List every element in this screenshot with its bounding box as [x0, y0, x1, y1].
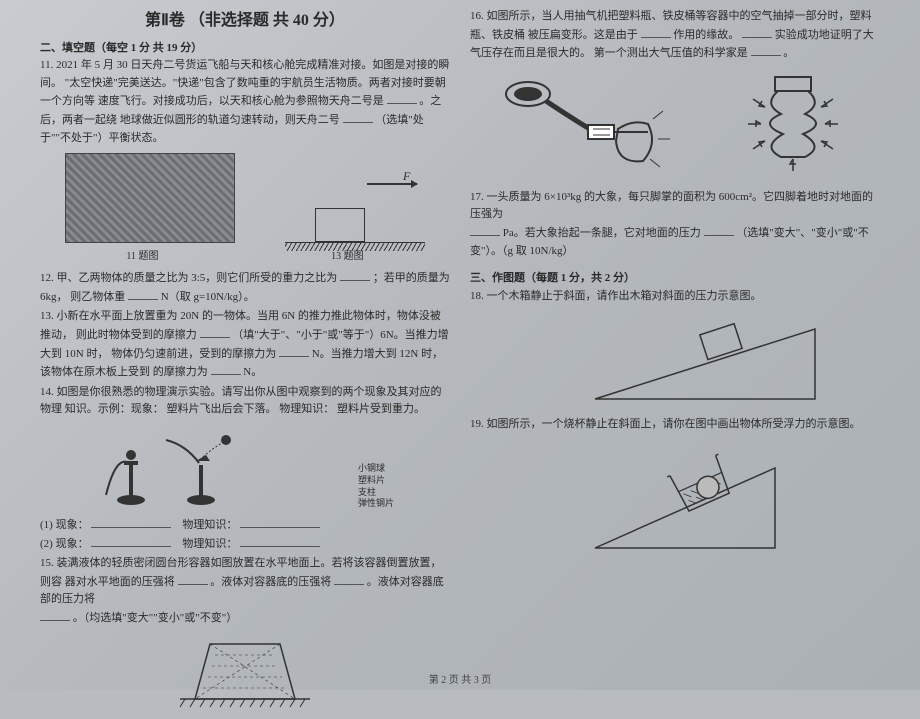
section-3-heading: 三、作图题（每题 1 分，共 2 分）	[470, 270, 880, 288]
spring-svg	[96, 425, 246, 510]
lbl-ball: 小钢球	[358, 463, 394, 475]
crushed-can-svg	[733, 69, 853, 179]
q17-blank-2	[704, 224, 734, 236]
q13-b: 则此时物体受到的摩擦力	[76, 329, 197, 341]
q12-d: N（取 g=10N/kg）。	[161, 291, 255, 303]
figure-14: 小钢球 塑料片 支柱 弹性钢片	[40, 425, 450, 510]
q12-a: 12. 甲、乙两物体的质量之比为 3:5，则它们所受的重力之比为	[40, 272, 337, 284]
q17-blank-1	[470, 224, 500, 236]
question-19: 19. 如图所示，一个烧杯静止在斜面上，请你在图中画出物体所受浮力的示意图。	[470, 416, 880, 434]
q16-b: 被压扁变形。这是由于	[528, 29, 638, 41]
figure-11	[65, 153, 235, 243]
q13-blank-2	[279, 345, 309, 357]
pump-bottle-svg	[498, 69, 678, 179]
paper-title: 第Ⅱ卷 （非选择题 共 40 分）	[40, 8, 450, 34]
q14-blank-4	[240, 535, 320, 547]
q16-blank-2	[742, 26, 772, 38]
exam-paper: 第Ⅱ卷 （非选择题 共 40 分） 二、填空题（每空 1 分 共 19 分） 1…	[0, 0, 920, 690]
q11-blank-1	[387, 92, 417, 104]
q14-2a: (2) 现象：	[40, 538, 89, 550]
question-12: 12. 甲、乙两物体的质量之比为 3:5，则它们所受的重力之比为 ；若甲的质量为…	[40, 269, 450, 306]
spacecraft-photo	[65, 153, 235, 243]
q14-1b: 物理知识：	[182, 519, 237, 531]
incline-box-svg	[575, 309, 835, 409]
spring-labels: 小钢球 塑料片 支柱 弹性钢片	[358, 463, 394, 510]
q13-blank-1	[200, 326, 230, 338]
block-force-diagram: F	[285, 163, 425, 243]
q15-blank-3	[40, 609, 70, 621]
question-17: 17. 一头质量为 6×10³kg 的大象，每只脚掌的面积为 600cm²。它四…	[470, 189, 880, 260]
q13-g: N。	[243, 366, 262, 378]
q15-e: 。（均选填"变大""变小"或"不变"）	[73, 612, 237, 624]
q14-2b: 物理知识：	[182, 538, 237, 550]
figure-19	[575, 438, 775, 533]
incline-beaker-svg	[575, 438, 815, 558]
caption-row-11-13: 11 题图 13 题图	[40, 249, 450, 265]
q17-a: 17. 一头质量为 6×10³kg 的大象，每只脚掌的面积为 600cm²。它四…	[470, 191, 873, 221]
caption-11: 11 题图	[126, 249, 158, 265]
question-16: 16. 如图所示，当人用抽气机把塑料瓶、铁皮桶等容器中的空气抽掉一部分时，塑料瓶…	[470, 8, 880, 63]
block-rect	[315, 208, 365, 242]
q15-blank-2	[334, 573, 364, 585]
q17-d: 10N/kg）	[530, 245, 574, 257]
caption-13: 13 题图	[331, 249, 364, 265]
q16-f: 。	[783, 47, 794, 59]
force-label: F	[403, 167, 410, 186]
page-footer: 第 2 页 共 3 页	[0, 671, 920, 686]
question-13: 13. 小新在水平面上放置重为 20N 的一物体。当用 6N 的推力推此物体时，…	[40, 308, 450, 381]
q11-blank-2	[343, 111, 373, 123]
q14-b: 知识。示例：现象： 塑料片飞出后会下落。 物理知识： 塑料片受到重力。	[65, 403, 425, 415]
q14-blank-3	[91, 535, 171, 547]
q12-blank-2	[128, 288, 158, 300]
q14-answers: (1) 现象： 物理知识： (2) 现象： 物理知识：	[40, 516, 450, 553]
q13-blank-3	[211, 363, 241, 375]
question-18: 18. 一个木箱静止于斜面，请作出木箱对斜面的压力示意图。	[470, 288, 880, 306]
q14-blank-2	[240, 516, 320, 528]
lbl-plastic: 塑料片	[358, 475, 394, 487]
q15-c: 。液体对容器底的压强将	[210, 576, 331, 588]
question-11: 11. 2021 年 5 月 30 日天舟二号货运飞船与天和核心舱完成精准对接。…	[40, 57, 450, 147]
ground-hatch	[285, 243, 425, 251]
q13-d: 物体仍匀速前进，受到的摩擦力为	[111, 348, 276, 360]
q12-c: 则乙物体重	[70, 291, 125, 303]
right-column: 16. 如图所示，当人用抽气机把塑料瓶、铁皮桶等容器中的空气抽掉一部分时，塑料瓶…	[460, 8, 890, 670]
figure-16-row	[470, 69, 880, 179]
q15-b: 器对水平地面的压强将	[65, 576, 175, 588]
figure-18	[575, 309, 775, 404]
q14-blank-1	[91, 516, 171, 528]
figure-13: F	[285, 163, 425, 243]
q17-b: Pa。若大象抬起一条腿，它对地面的压力	[503, 227, 701, 239]
q16-blank-3	[751, 44, 781, 56]
q14-1a: (1) 现象：	[40, 519, 89, 531]
q13-f: 的摩擦力为	[153, 366, 208, 378]
section-2-heading: 二、填空题（每空 1 分 共 19 分）	[40, 40, 450, 58]
question-15: 15. 装满液体的轻质密闭圆台形容器如图放置在水平地面上。若将该容器倒置放置，则…	[40, 555, 450, 627]
q15-blank-1	[178, 573, 208, 585]
question-14: 14. 如图是你很熟悉的物理演示实验。请写出你从图中观察到的两个现象及其对应的物…	[40, 384, 450, 419]
q11-line-c: 速度飞行。对接成功后，以天和核心舱为参照物天舟二号是	[98, 95, 384, 107]
q16-c: 作用的缘故。	[673, 29, 739, 41]
figure-row-11-13: F	[40, 153, 450, 243]
spring-experiment	[96, 425, 246, 510]
q16-e: 第一个测出大气压值的科学家是	[594, 47, 748, 59]
q12-blank-1	[340, 269, 370, 281]
left-column: 第Ⅱ卷 （非选择题 共 40 分） 二、填空题（每空 1 分 共 19 分） 1…	[30, 8, 460, 670]
q11-line-e: 地球做近似圆形的轨道匀速转动，则天舟二号	[120, 114, 340, 126]
lbl-post: 支柱	[358, 487, 394, 499]
lbl-spring: 弹性钢片	[358, 498, 394, 510]
q16-blank-1	[641, 26, 671, 38]
